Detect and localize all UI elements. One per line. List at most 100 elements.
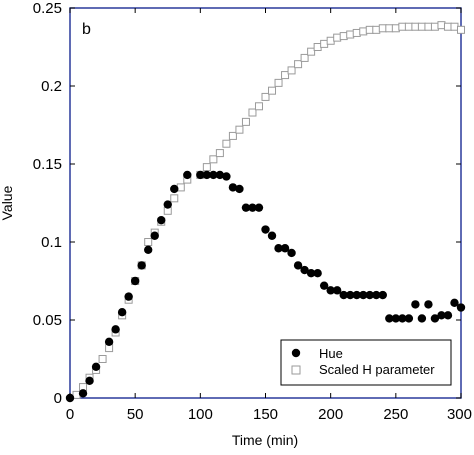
hue-point	[424, 300, 433, 309]
scaled-h-point	[248, 108, 257, 117]
hue-point	[209, 170, 218, 180]
scaled-h-point	[424, 22, 433, 31]
legend: Hue Scaled H parameter	[280, 339, 452, 386]
hue-point	[111, 325, 120, 334]
scaled-h-point	[274, 78, 283, 87]
scaled-h-point	[450, 22, 459, 31]
scaled-h-point	[365, 25, 374, 34]
hue-point	[261, 225, 270, 234]
y-axis-title: Value	[0, 185, 15, 220]
x-tick-label: 150	[253, 406, 278, 423]
hue-point	[215, 170, 225, 180]
hue-point	[287, 248, 296, 258]
scaled-h-point	[437, 21, 446, 30]
scaled-h-point	[326, 36, 335, 45]
scaled-h-point	[398, 22, 407, 31]
panel-label: b	[82, 21, 91, 38]
x-tick-label: 100	[188, 406, 213, 423]
hue-point	[196, 170, 205, 180]
hue-point	[144, 245, 153, 254]
scaled-h-point	[241, 117, 250, 126]
x-tick-label: 200	[318, 406, 343, 423]
legend-label-hue: Hue	[319, 346, 343, 361]
y-tick-label: 0	[54, 390, 62, 407]
y-tick-label: 0.1	[41, 234, 62, 251]
scaled-h-point	[215, 149, 224, 158]
scaled-h-point	[235, 125, 244, 134]
scaled-h-point	[261, 92, 270, 101]
hue-point	[163, 200, 172, 209]
scaled-h-point	[202, 163, 211, 172]
hue-point	[378, 290, 387, 300]
hue-point	[222, 172, 231, 181]
scaled-h-point	[443, 22, 452, 31]
y-tick-label: 0.2	[41, 78, 62, 95]
scaled-h-point	[385, 24, 394, 33]
hue-point	[293, 261, 303, 270]
hue-point	[170, 184, 179, 194]
hue-point	[137, 261, 146, 270]
scaled-h-point	[300, 53, 309, 62]
scaled-h-point	[209, 155, 218, 164]
scaled-h-point	[339, 32, 348, 41]
hue-point	[124, 292, 133, 301]
hue-point	[450, 298, 459, 308]
scaled-h-point	[170, 194, 179, 203]
scaled-h-point	[352, 28, 361, 37]
hue-point	[365, 290, 374, 300]
scaled-h-point	[144, 238, 153, 246]
scaled-h-point	[378, 24, 387, 33]
legend-label-scaled-h: Scaled H parameter	[319, 362, 435, 377]
scaled-h-point	[294, 60, 303, 69]
hue-point	[202, 170, 212, 180]
scaled-h-point	[346, 30, 355, 39]
y-tick-label: 0.25	[33, 0, 62, 17]
hue-point	[300, 265, 309, 275]
x-axis-title: Time (min)	[232, 432, 298, 448]
y-tick-label: 0.05	[33, 312, 62, 329]
scaled-h-point	[228, 131, 237, 140]
scaled-h-point	[417, 22, 426, 31]
scaled-h-point	[320, 39, 329, 48]
hue-point	[267, 231, 277, 240]
hue-point	[235, 184, 244, 194]
hue-point	[352, 290, 361, 300]
scaled-h-point	[281, 71, 290, 80]
scaled-h-point	[254, 102, 263, 111]
hue-point	[404, 314, 414, 323]
hue-point	[228, 183, 238, 192]
hue-point	[372, 290, 381, 300]
hue-point	[346, 290, 355, 300]
scaled-h-point	[359, 27, 368, 36]
hue-point	[150, 231, 159, 240]
x-axis: 0 50 100 150 200 250 300	[66, 8, 472, 423]
hue-point	[430, 314, 440, 323]
legend-box	[280, 339, 452, 386]
scaled-h-point	[372, 25, 381, 34]
hue-point	[78, 389, 88, 398]
data-series	[65, 21, 466, 403]
hue-point	[306, 269, 316, 278]
scaled-h-point	[391, 24, 400, 33]
hue-point	[411, 300, 420, 309]
hue-point	[319, 281, 329, 290]
y-tick-label: 0.15	[33, 156, 62, 173]
hue-point	[280, 244, 290, 253]
hue-point	[398, 314, 407, 323]
hue-point	[241, 203, 251, 212]
hue-point	[157, 215, 166, 225]
scaled-h-point	[98, 355, 107, 363]
hue-point	[359, 290, 368, 300]
plot-frame	[69, 7, 462, 399]
series-scaled-h-parameter	[72, 21, 465, 399]
hue-point	[91, 362, 101, 371]
scaled-h-point	[313, 43, 322, 51]
hue-point	[385, 314, 394, 323]
hue-point	[254, 203, 264, 212]
scaled-h-point	[404, 22, 413, 31]
x-tick-label: 300	[447, 406, 472, 423]
scaled-h-point	[268, 86, 277, 95]
hue-point	[65, 393, 75, 403]
x-tick-label: 50	[127, 406, 144, 423]
